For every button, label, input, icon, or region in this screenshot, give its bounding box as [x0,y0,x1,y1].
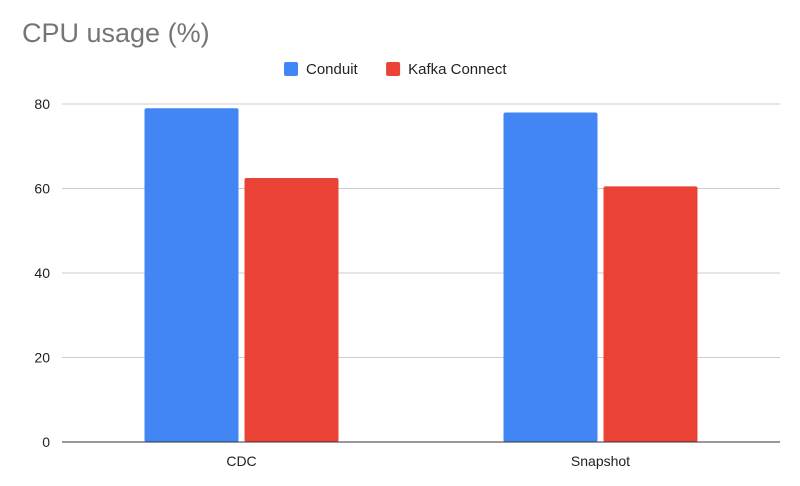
x-tick-label: CDC [226,453,256,469]
y-tick-label: 0 [42,434,50,450]
bars [144,108,698,442]
bar-kafka-connect-cdc [244,177,339,442]
legend-label: Kafka Connect [408,61,507,78]
legend-swatch [386,62,401,76]
chart-title: CPU usage (%) [22,18,210,48]
y-axis-ticks: 0 20 40 60 80 [34,96,50,450]
bar-conduit-cdc [144,108,239,442]
bar-conduit-snapshot [503,112,598,442]
x-axis-ticks: CDC Snapshot [226,453,630,469]
y-tick-label: 60 [34,181,50,197]
x-tick-label: Snapshot [571,453,630,469]
legend-label: Conduit [306,61,359,78]
legend: Conduit Kafka Connect [284,61,507,78]
y-tick-label: 80 [34,96,50,112]
y-tick-label: 20 [34,350,50,366]
bar-kafka-connect-snapshot [603,186,698,442]
legend-swatch [284,62,298,76]
y-tick-label: 40 [34,265,50,281]
